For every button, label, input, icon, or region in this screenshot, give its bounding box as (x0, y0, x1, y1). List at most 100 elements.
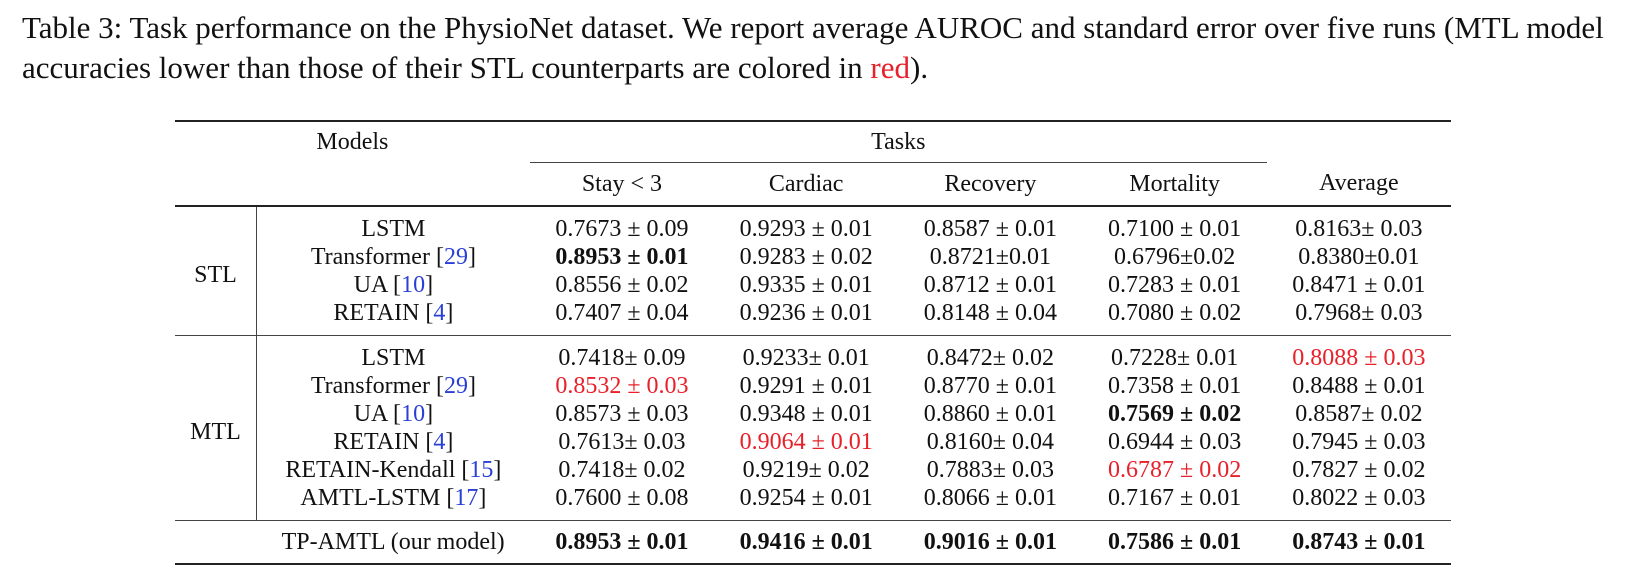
cell: 0.7968± 0.03 (1295, 300, 1423, 326)
cell: 0.8472± 0.02 (926, 345, 1054, 371)
results-table: Models Tasks Stay < 3 Cardiac Recovery M… (175, 120, 1451, 565)
cell: 0.9233± 0.01 (742, 345, 870, 371)
citation[interactable]: 17 (454, 485, 479, 511)
cell-worse: 0.9064 ± 0.01 (739, 429, 873, 455)
cell: 0.7228± 0.01 (1111, 345, 1239, 371)
cell: 0.7080 ± 0.02 (1108, 300, 1242, 326)
table-row: AMTL-LSTM [17] 0.7600 ± 0.08 0.9254 ± 0.… (175, 484, 1451, 521)
cell: 0.7100 ± 0.01 (1108, 216, 1242, 242)
cell: 0.6944 ± 0.03 (1108, 429, 1242, 455)
cell: 0.7418± 0.02 (558, 457, 686, 483)
model-name-ours: TP-AMTL (our model) (281, 528, 505, 555)
citation[interactable]: 10 (401, 401, 426, 427)
model-name: UA [10] (353, 272, 434, 298)
cell: 0.8860 ± 0.01 (923, 401, 1057, 427)
caption-red-word: red (870, 50, 911, 85)
cell: 0.8587± 0.02 (1295, 401, 1423, 427)
header-models: Models (316, 128, 389, 155)
cell: 0.8721±0.01 (929, 244, 1051, 270)
caption-text-end: ). (910, 50, 929, 85)
cell: 0.9291 ± 0.01 (739, 373, 873, 399)
cell: 0.8573 ± 0.03 (555, 401, 689, 427)
table-caption: Table 3: Task performance on the PhysioN… (22, 8, 1622, 88)
cell-worse: 0.6787 ± 0.02 (1108, 457, 1242, 483)
cell: 0.7167 ± 0.01 (1108, 485, 1242, 511)
cell-best: 0.8743 ± 0.01 (1292, 528, 1426, 555)
cell-best: 0.9016 ± 0.01 (923, 528, 1057, 555)
table-row: MTL LSTM 0.7418± 0.09 0.9233± 0.01 0.847… (175, 335, 1451, 521)
cell: 0.8471 ± 0.01 (1292, 272, 1426, 298)
cell: 0.8022 ± 0.03 (1292, 485, 1426, 511)
cell: 0.9348 ± 0.01 (739, 401, 873, 427)
caption-text: Task performance on the PhysioNet datase… (22, 10, 1604, 85)
citation[interactable]: 10 (401, 272, 426, 298)
cell: 0.7673 ± 0.09 (555, 216, 689, 242)
cell: 0.9293 ± 0.01 (739, 216, 873, 242)
citation[interactable]: 4 (433, 429, 446, 455)
cell: 0.7600 ± 0.08 (555, 485, 689, 511)
col-cardiac: Cardiac (768, 170, 844, 197)
cell: 0.8488 ± 0.01 (1292, 373, 1426, 399)
group-label-stl: STL (175, 206, 257, 336)
table-row: Transformer [29] 0.8532 ± 0.03 0.9291 ± … (175, 372, 1451, 400)
model-name: Transformer [29] (310, 373, 476, 399)
cell: 0.8587 ± 0.01 (923, 216, 1057, 242)
cell-best: 0.9416 ± 0.01 (739, 528, 873, 555)
cell: 0.7283 ± 0.01 (1108, 272, 1242, 298)
citation[interactable]: 29 (443, 373, 468, 399)
cell: 0.8380±0.01 (1298, 244, 1420, 270)
table-row: Transformer [29] 0.8953 ± 0.01 0.9283 ± … (175, 243, 1451, 271)
cell: 0.7358 ± 0.01 (1108, 373, 1242, 399)
table-row: RETAIN [4] 0.7613± 0.03 0.9064 ± 0.01 0.… (175, 428, 1451, 456)
cell-best: 0.7569 ± 0.02 (1108, 401, 1242, 427)
caption-label: Table 3: (22, 10, 123, 45)
cell: 0.7613± 0.03 (558, 429, 686, 455)
table-row: UA [10] 0.8556 ± 0.02 0.9335 ± 0.01 0.87… (175, 271, 1451, 299)
cell: 0.7827 ± 0.02 (1292, 457, 1426, 483)
header-tasks: Tasks (529, 121, 1267, 163)
col-mortality: Mortality (1129, 170, 1220, 197)
model-name: RETAIN [4] (333, 300, 454, 326)
cell-worse: 0.8088 ± 0.03 (1292, 345, 1426, 371)
cell: 0.8163± 0.03 (1295, 216, 1423, 242)
cell: 0.8556 ± 0.02 (555, 272, 689, 298)
col-average: Average (1319, 170, 1399, 197)
cell: 0.9236 ± 0.01 (739, 300, 873, 326)
cell: 0.9335 ± 0.01 (739, 272, 873, 298)
cell: 0.7945 ± 0.03 (1292, 429, 1426, 455)
cell-best: 0.8953 ± 0.01 (555, 528, 689, 555)
col-stay: Stay < 3 (581, 170, 663, 197)
model-name: RETAIN-Kendall [15] (285, 457, 502, 483)
table-row: RETAIN [4] 0.7407 ± 0.04 0.9236 ± 0.01 0… (175, 299, 1451, 336)
cell: 0.7407 ± 0.04 (555, 300, 689, 326)
table-row-ours: TP-AMTL (our model) 0.8953 ± 0.01 0.9416… (175, 520, 1451, 564)
model-name: RETAIN [4] (333, 429, 454, 455)
cell-best: 0.7586 ± 0.01 (1108, 528, 1242, 555)
model-name: LSTM (361, 216, 426, 242)
cell-best: 0.8953 ± 0.01 (555, 244, 689, 270)
group-label-mtl: MTL (175, 335, 257, 521)
model-name: AMTL-LSTM [17] (300, 485, 487, 511)
cell: 0.8066 ± 0.01 (923, 485, 1057, 511)
cell: 0.9283 ± 0.02 (739, 244, 873, 270)
cell: 0.8712 ± 0.01 (923, 272, 1057, 298)
cell: 0.8160± 0.04 (926, 429, 1054, 455)
cell: 0.8770 ± 0.01 (923, 373, 1057, 399)
table-row: RETAIN-Kendall [15] 0.7418± 0.02 0.9219±… (175, 456, 1451, 484)
citation[interactable]: 15 (469, 457, 494, 483)
cell: 0.9219± 0.02 (742, 457, 870, 483)
cell: 0.6796±0.02 (1114, 244, 1236, 270)
table-row: STL LSTM 0.7673 ± 0.09 0.9293 ± 0.01 0.8… (175, 206, 1451, 336)
model-name: UA [10] (353, 401, 434, 427)
cell: 0.7883± 0.03 (926, 457, 1054, 483)
col-recovery: Recovery (944, 170, 1037, 197)
cell: 0.7418± 0.09 (558, 345, 686, 371)
header-row-1: Models Tasks (175, 121, 1451, 163)
model-name: Transformer [29] (310, 244, 476, 270)
model-name: LSTM (361, 345, 426, 371)
citation[interactable]: 29 (443, 244, 468, 270)
citation[interactable]: 4 (433, 300, 446, 326)
cell-worse: 0.8532 ± 0.03 (555, 373, 689, 399)
cell: 0.8148 ± 0.04 (923, 300, 1057, 326)
table-row: UA [10] 0.8573 ± 0.03 0.9348 ± 0.01 0.88… (175, 400, 1451, 428)
